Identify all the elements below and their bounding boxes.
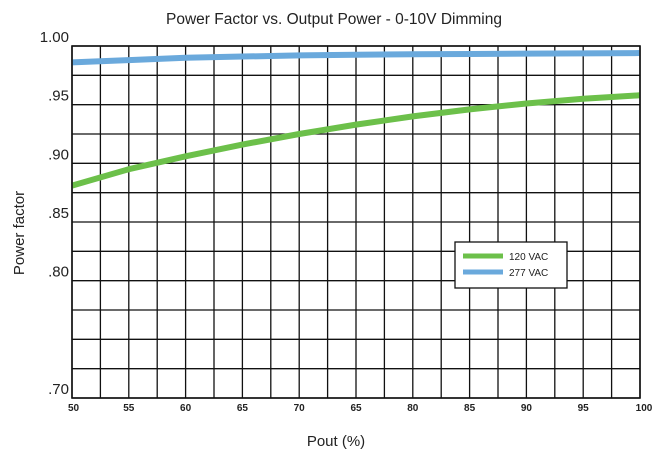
y-axis-label: Power factor: [11, 191, 28, 275]
legend-box: [454, 241, 568, 289]
y-tick-label: .95: [48, 88, 69, 105]
x-tick-label: 100: [636, 403, 653, 414]
x-tick-label: 65: [350, 403, 362, 414]
x-tick-label: 95: [578, 403, 590, 414]
y-tick-label: .70: [48, 381, 69, 398]
series-layer: [71, 50, 641, 189]
series-line-1: [71, 92, 641, 189]
x-tick-label: 55: [123, 403, 135, 414]
legend: 120 VAC 277 VAC: [454, 241, 568, 289]
y-tick-labels: .70 .80 .85 .90 .95 1.00: [40, 29, 69, 398]
y-tick-label: .85: [48, 205, 69, 222]
x-tick-label: 90: [521, 403, 533, 414]
x-tick-label: 85: [464, 403, 476, 414]
x-tick-label: 65: [237, 403, 249, 414]
x-tick-labels: 50 55 60 65 70 65 80 85 90 95 100: [68, 403, 653, 414]
y-tick-label: 1.00: [40, 29, 69, 46]
x-tick-label: 60: [180, 403, 192, 414]
x-tick-label: 70: [294, 403, 306, 414]
y-tick-label: .80: [48, 264, 69, 281]
plot-frame: [71, 45, 641, 399]
legend-label-1: 120 VAC: [509, 252, 548, 263]
legend-label-2: 277 VAC: [509, 268, 548, 279]
x-axis-label: Pout (%): [307, 433, 365, 450]
y-tick-label: .90: [48, 146, 69, 163]
series-line-2: [71, 50, 641, 66]
x-tick-label: 50: [68, 403, 80, 414]
x-tick-label: 80: [407, 403, 419, 414]
chart-title: Power Factor vs. Output Power - 0-10V Di…: [166, 11, 502, 28]
